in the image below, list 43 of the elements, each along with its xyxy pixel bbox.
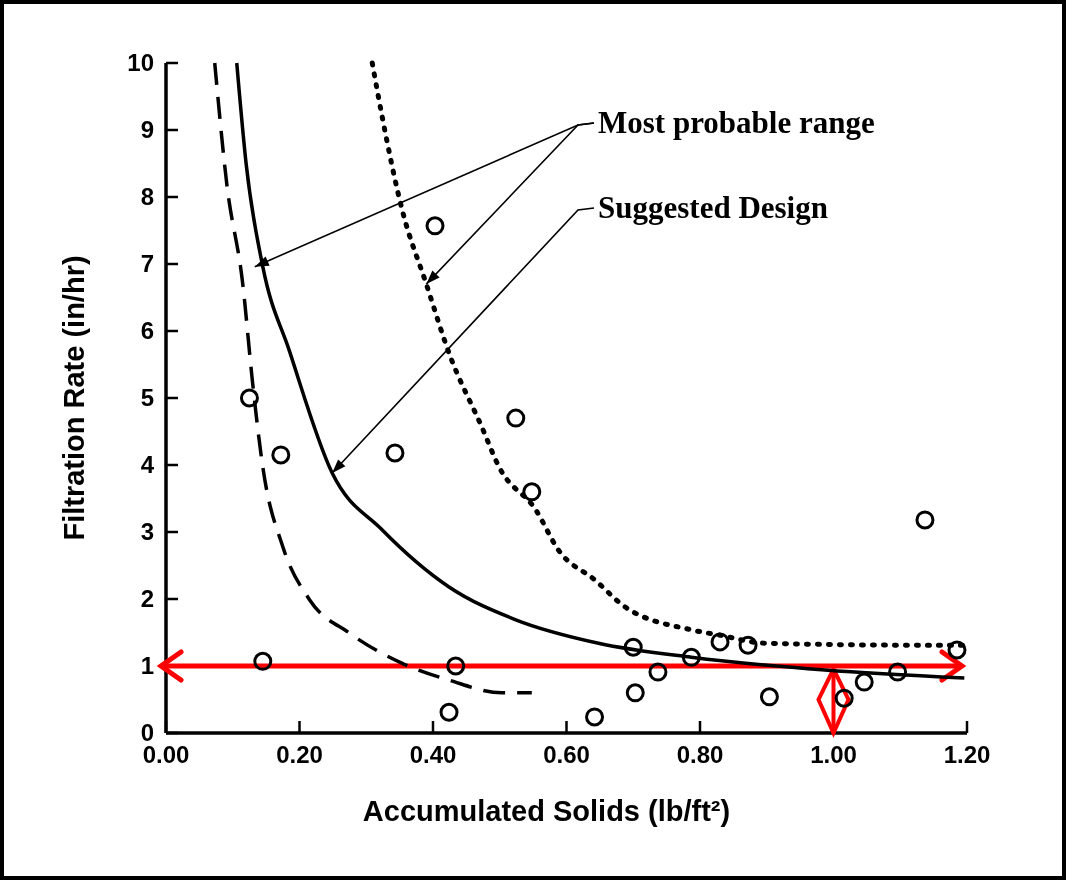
point — [446, 656, 466, 676]
point — [439, 702, 459, 722]
point — [271, 445, 291, 465]
annotation: Suggested Design — [598, 190, 828, 225]
point — [710, 632, 730, 652]
y-tick-label: 10 — [127, 49, 154, 77]
y-tick-label: 6 — [140, 317, 154, 345]
point — [425, 216, 445, 236]
point — [681, 647, 701, 667]
x-tick-label: 1.00 — [810, 741, 857, 768]
point — [253, 651, 273, 671]
y-axis-title: Filtration Rate (in/hr) — [58, 255, 90, 541]
point — [585, 707, 605, 727]
annotation: Most probable range — [598, 105, 875, 140]
line-series — [212, 61, 534, 695]
point — [834, 688, 854, 708]
y-tick-label: 1 — [140, 652, 154, 680]
point — [522, 482, 542, 502]
x-tick-label: 0.80 — [676, 741, 724, 768]
y-tick-label: 5 — [140, 384, 154, 412]
y-tick-label: 8 — [140, 183, 154, 211]
point — [738, 635, 758, 655]
point — [947, 640, 967, 660]
x-tick-label: 0.40 — [409, 741, 457, 768]
point — [648, 662, 668, 682]
point — [623, 637, 643, 657]
point — [506, 408, 526, 428]
point — [239, 388, 259, 408]
x-axis-title: Accumulated Solids (lb/ft²) — [362, 795, 731, 827]
x-tick-label: 1.20 — [943, 741, 991, 768]
point — [915, 510, 935, 530]
y-tick-label: 9 — [140, 116, 154, 144]
y-tick-label: 4 — [140, 451, 155, 479]
point — [854, 672, 874, 692]
y-tick-label: 3 — [140, 518, 154, 546]
x-tick-label: 0.60 — [543, 741, 590, 768]
point — [625, 683, 645, 703]
y-tick-label: 2 — [140, 585, 154, 613]
point — [385, 443, 405, 463]
point — [759, 687, 779, 707]
y-tick-label: 7 — [140, 250, 154, 278]
x-tick-label: 0.20 — [276, 741, 323, 768]
point — [888, 662, 908, 682]
